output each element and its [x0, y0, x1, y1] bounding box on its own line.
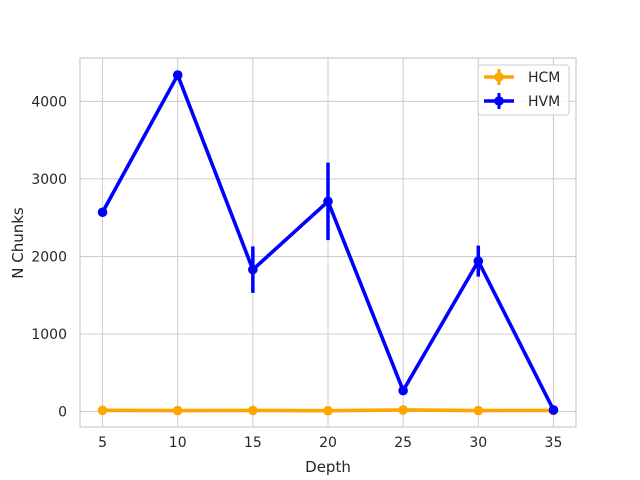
hcm-point [473, 405, 484, 416]
legend-hvm-label: HVM [528, 94, 560, 110]
hvm-point [172, 70, 183, 80]
x-tick-label: 35 [545, 435, 563, 451]
hcm-point [172, 405, 183, 416]
y-tick-label: 2000 [31, 249, 67, 265]
x-tick-label: 15 [244, 435, 262, 451]
y-axis-label: N Chunks [9, 207, 27, 279]
legend: HCM HVM [477, 64, 570, 116]
hvm-point [398, 385, 408, 396]
series-hvm [97, 70, 559, 415]
x-axis-ticks: 5 10 15 20 25 30 35 [98, 435, 562, 451]
hvm-point [548, 405, 559, 415]
y-axis-ticks: 0 1000 2000 3000 4000 [31, 94, 67, 420]
y-tick-label: 1000 [31, 327, 67, 343]
x-tick-label: 20 [319, 435, 337, 451]
hvm-point [473, 256, 484, 266]
x-tick-label: 10 [169, 435, 187, 451]
series-hcm [97, 405, 559, 416]
legend-hvm-marker [494, 96, 504, 106]
x-tick-label: 30 [469, 435, 487, 451]
x-tick-label: 5 [98, 435, 107, 451]
legend-hcm-marker [494, 72, 504, 82]
hcm-point [398, 405, 408, 415]
hcm-point [323, 405, 333, 416]
y-tick-label: 3000 [31, 172, 67, 188]
hvm-point [248, 264, 258, 275]
x-axis-label: Depth [305, 458, 351, 476]
y-tick-label: 0 [58, 404, 67, 420]
hvm-point [323, 196, 333, 207]
hvm-point [97, 207, 108, 218]
legend-hcm-label: HCM [528, 70, 560, 86]
plot-frame [79, 57, 577, 428]
y-tick-label: 4000 [31, 94, 67, 110]
hcm-point [248, 405, 258, 416]
hcm-point [97, 405, 108, 416]
plot-area [79, 57, 577, 428]
x-tick-label: 25 [394, 435, 412, 451]
